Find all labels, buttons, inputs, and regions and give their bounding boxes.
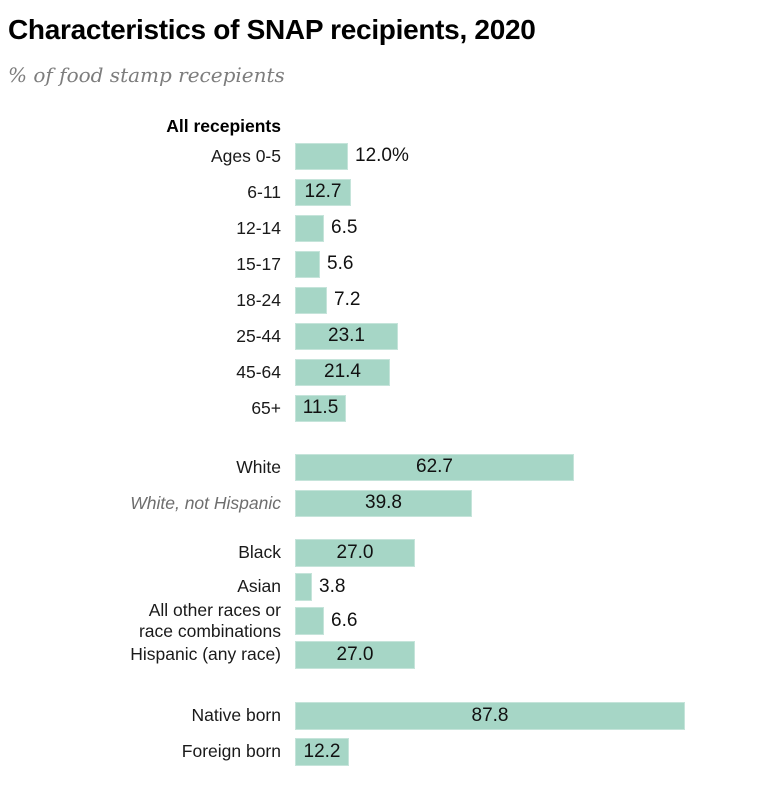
bar-label: Foreign born — [181, 741, 281, 762]
value-label: 12.7 — [304, 181, 342, 203]
chart-section-age: Ages 0-5 12.0% 6-11 12.7 12-14 6.5 15-17 5.6 18-… — [0, 142, 773, 431]
bar-area: 21.4 — [295, 358, 390, 386]
bar-row: White, not Hispanic 39.8 — [0, 489, 773, 517]
bar-label: Ages 0-5 — [210, 145, 281, 166]
bar-label: Asian — [237, 576, 281, 597]
bar-row: Hispanic (any race) 27.0 — [0, 640, 773, 669]
value-label: 12.2 — [303, 740, 341, 762]
bar-label: All other races or race combinations — [138, 599, 281, 641]
value-label: 7.2 — [334, 289, 361, 311]
bar: 12.2 — [295, 737, 349, 766]
bar-area: 23.1 — [295, 322, 398, 350]
bar-area: 12.2 — [295, 737, 349, 766]
bar-row: Ages 0-5 12.0% — [0, 142, 773, 170]
value-label: 6.6 — [331, 609, 358, 631]
bar-area: 62.7 — [295, 453, 574, 481]
bar-label: 45-64 — [236, 361, 281, 382]
bar: 87.8 — [295, 701, 685, 730]
bar-label: 25-44 — [236, 325, 281, 346]
bar-label: White — [236, 456, 281, 477]
bar-area: 87.8 — [295, 701, 685, 730]
bar-label: White, not Hispanic — [130, 492, 281, 513]
bar-area: 7.2 — [295, 286, 361, 314]
value-label: 23.1 — [328, 325, 365, 347]
group-header: All recepients — [166, 115, 281, 136]
bar-row: White 62.7 — [0, 453, 773, 481]
bar-area: 39.8 — [295, 489, 472, 517]
bar-row: 18-24 7.2 — [0, 286, 773, 314]
bar-area: 12.7 — [295, 178, 351, 206]
bar-area: 12.0% — [295, 142, 409, 170]
bar-area: 6.6 — [295, 606, 358, 635]
bar — [295, 142, 348, 170]
bar-area: 6.5 — [295, 214, 358, 242]
value-label: 3.8 — [319, 575, 346, 597]
bar-label: 65+ — [251, 397, 281, 418]
chart-section-nativity: Native born 87.8 Foreign born 12.2 — [0, 701, 773, 774]
bar-label: Native born — [191, 705, 282, 726]
bar-area: 27.0 — [295, 538, 415, 567]
bar-area: 27.0 — [295, 640, 415, 669]
bar: 62.7 — [295, 453, 574, 481]
value-label: 39.8 — [365, 492, 402, 514]
value-label: 87.8 — [471, 704, 509, 726]
chart-subtitle: % of food stamp recepients — [8, 62, 285, 87]
bar: 39.8 — [295, 489, 472, 517]
bar-label: 12-14 — [236, 217, 281, 238]
bar — [295, 214, 324, 242]
bar-area: 3.8 — [295, 572, 346, 601]
value-label: 12.0% — [355, 145, 409, 167]
bar: 12.7 — [295, 178, 351, 206]
bar: 11.5 — [295, 394, 346, 422]
bar-area: 5.6 — [295, 250, 354, 278]
value-label: 6.5 — [331, 217, 358, 239]
bar: 23.1 — [295, 322, 398, 350]
bar: 27.0 — [295, 640, 415, 669]
bar-row: All other races or race combinations 6.6 — [0, 600, 773, 641]
bar: 21.4 — [295, 358, 390, 386]
bar-area: 11.5 — [295, 394, 346, 422]
bar — [295, 250, 320, 278]
bar-row: 65+ 11.5 — [0, 394, 773, 422]
bar-row: 6-11 12.7 — [0, 178, 773, 206]
bar — [295, 286, 327, 314]
bar-row: 15-17 5.6 — [0, 250, 773, 278]
bar — [295, 606, 324, 635]
bar-row: 25-44 23.1 — [0, 322, 773, 350]
chart-title: Characteristics of SNAP recipients, 2020 — [8, 14, 536, 45]
value-label: 27.0 — [336, 643, 374, 665]
chart-section-white: White 62.7 White, not Hispanic 39.8 — [0, 453, 773, 526]
bar-row: Foreign born 12.2 — [0, 737, 773, 766]
bar-label: Black — [238, 542, 281, 563]
bar-row: 45-64 21.4 — [0, 358, 773, 386]
bar-label: 18-24 — [236, 289, 281, 310]
bar-row: 12-14 6.5 — [0, 214, 773, 242]
value-label: 27.0 — [336, 541, 374, 563]
bar-label: Hispanic (any race) — [130, 644, 281, 665]
value-label: 21.4 — [324, 361, 361, 383]
chart-section-race: Black 27.0 Asian 3.8 All other races or race… — [0, 538, 773, 675]
value-label: 5.6 — [327, 253, 354, 275]
bar-row: Black 27.0 — [0, 538, 773, 567]
bar-row: Asian 3.8 — [0, 572, 773, 601]
chart: All recepients Ages 0-5 12.0% 6-11 12.7 12-1… — [0, 116, 773, 774]
bar-row: Native born 87.8 — [0, 701, 773, 730]
bar-label: 15-17 — [236, 253, 281, 274]
bar-label: 6-11 — [247, 181, 281, 202]
bar — [295, 572, 312, 601]
bar: 27.0 — [295, 538, 415, 567]
value-label: 11.5 — [302, 397, 339, 419]
value-label: 62.7 — [416, 456, 453, 478]
